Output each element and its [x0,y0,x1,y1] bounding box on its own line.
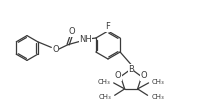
Text: CH₃: CH₃ [151,94,164,100]
Text: NH: NH [79,35,92,44]
Text: O: O [69,27,75,36]
Text: B: B [128,65,134,73]
Text: CH₃: CH₃ [98,94,111,100]
Text: O: O [52,44,59,54]
Text: CH₃: CH₃ [97,79,110,85]
Text: O: O [141,71,148,80]
Text: F: F [106,22,110,31]
Text: CH₃: CH₃ [152,79,165,85]
Text: O: O [115,71,121,80]
